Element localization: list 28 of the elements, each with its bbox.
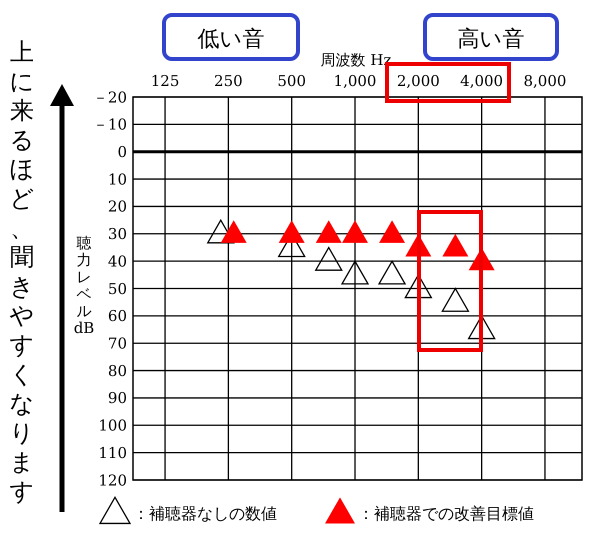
y-tick-label: 110 — [98, 444, 127, 462]
y-tick-label: 20 — [108, 198, 127, 216]
y-tick-label: 40 — [108, 252, 127, 270]
text: 上に来るほど、聞きやすくなります — [10, 38, 34, 506]
y-tick-label: 60 — [108, 307, 127, 326]
x-tick-label: 4,000 — [460, 72, 504, 90]
y-tick-label: 90 — [108, 389, 127, 408]
y-tick-label: 30 — [108, 225, 127, 244]
legend-label: ：補聴器なしの数値 — [133, 504, 277, 523]
x-tick-label: 250 — [214, 72, 243, 90]
x-tick-label: 1,000 — [334, 72, 376, 90]
text: 高い音 — [458, 27, 524, 52]
y-tick-label: 50 — [108, 280, 127, 298]
y-tick-label: 100 — [98, 416, 127, 435]
x-tick-label: 2,000 — [396, 72, 440, 90]
y-axis-title: 聴力レベル dB — [74, 234, 94, 337]
text: 低い音 — [198, 27, 264, 52]
y-tick-label: 70 — [108, 334, 127, 352]
y-tick-label: －10 — [92, 116, 127, 134]
y-tick-label: 0 — [117, 142, 127, 161]
x-tick-label: 8,000 — [523, 72, 566, 90]
y-tick-label: 120 — [98, 471, 127, 490]
x-tick-label: 500 — [277, 72, 306, 90]
legend-label: ：補聴器での改善目標値 — [358, 504, 534, 523]
y-tick-label: 10 — [108, 170, 127, 188]
y-tick-label: 80 — [108, 362, 127, 380]
y-tick-label: －20 — [92, 88, 127, 106]
x-tick-label: 125 — [150, 72, 180, 90]
